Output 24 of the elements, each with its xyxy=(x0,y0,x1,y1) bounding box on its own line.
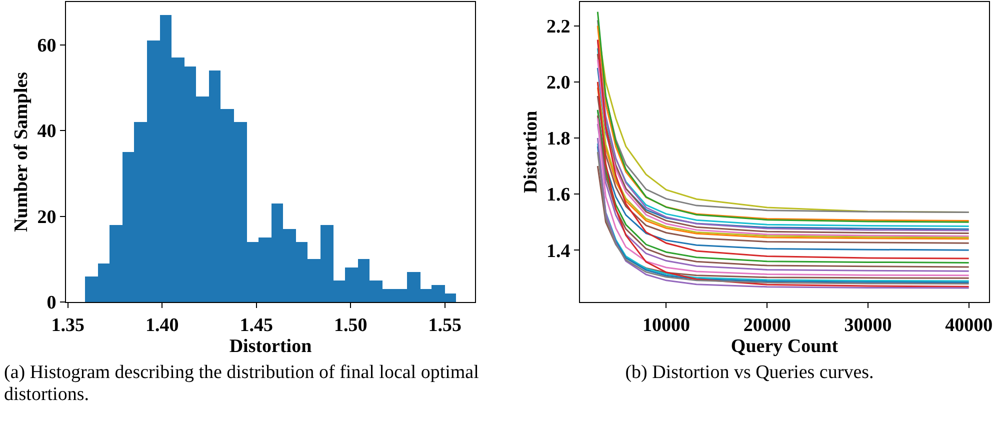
x-tick-label: 1.55 xyxy=(428,314,462,336)
x-tick-label: 40000 xyxy=(945,314,993,336)
y-tick-label: 0 xyxy=(46,292,56,314)
x-tick-label: 1.45 xyxy=(240,314,273,336)
y-axis-title: Distortion xyxy=(520,110,542,194)
x-axis-title: Query Count xyxy=(730,336,839,357)
y-tick-label: 1.6 xyxy=(546,184,570,206)
x-axis-title: Distortion xyxy=(229,336,312,357)
x-tick-label: 10000 xyxy=(642,314,690,336)
x-tick-label: 1.50 xyxy=(334,314,368,336)
y-axis-title: Number of Samples xyxy=(11,72,32,232)
x-tick-label: 1.35 xyxy=(51,314,85,336)
y-tick-label: 60 xyxy=(37,36,56,57)
y-tick-label: 20 xyxy=(37,206,56,228)
text: (b) Distortion vs Queries curves. xyxy=(624,362,875,384)
y-tick-label: 2.2 xyxy=(546,16,570,38)
x-tick-label: 1.40 xyxy=(145,314,179,336)
x-tick-label: 30000 xyxy=(844,314,892,336)
y-tick-label: 1.8 xyxy=(546,128,570,150)
y-tick-label: 2.0 xyxy=(546,72,570,94)
x-tick-label: 20000 xyxy=(743,314,791,336)
y-tick-label: 40 xyxy=(37,121,56,142)
y-tick-label: 1.4 xyxy=(546,240,571,262)
text: (a) Histogram describing the distribution of final local optimal distortions. xyxy=(4,362,480,406)
